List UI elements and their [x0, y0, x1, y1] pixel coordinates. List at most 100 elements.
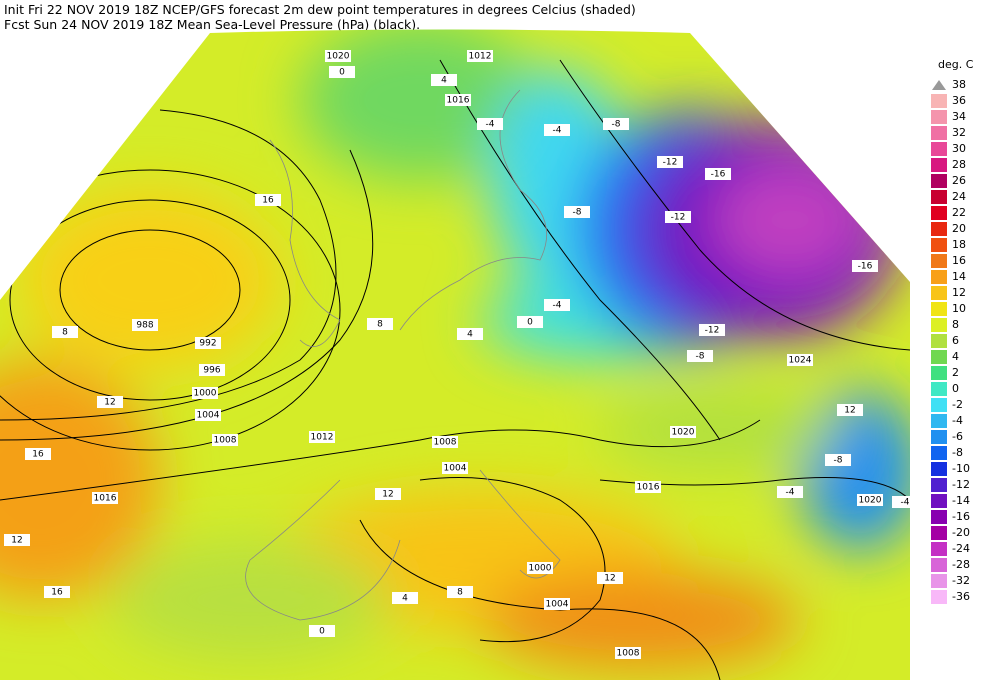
legend-label: -20 — [952, 526, 970, 539]
dewpoint-label: 8 — [62, 328, 68, 338]
dewpoint-label: 12 — [604, 574, 615, 584]
dewpoint-label: -4 — [486, 120, 495, 130]
dewpoint-label-box — [564, 206, 590, 218]
legend-label: -28 — [952, 558, 970, 571]
dewpoint-label-box — [52, 326, 78, 338]
dewpoint-label: -8 — [696, 352, 705, 362]
dewpoint-label: 16 — [32, 450, 44, 460]
dewpoint-label-box — [544, 299, 570, 311]
legend-swatch — [931, 414, 947, 428]
dewpoint-label: 0 — [339, 68, 345, 78]
dewpoint-label: -12 — [663, 158, 678, 168]
legend-label: -32 — [952, 574, 970, 587]
legend-label: 2 — [952, 366, 959, 379]
isobar-label: 1004 — [197, 411, 220, 421]
isobar-label: 1008 — [617, 649, 640, 659]
legend-label: -4 — [952, 414, 963, 427]
isobar-label: 1020 — [859, 496, 882, 506]
legend-label: 6 — [952, 334, 959, 347]
isobar-label-box — [445, 94, 471, 106]
isobar-label: 992 — [199, 339, 216, 349]
isobar-label: 1008 — [434, 438, 457, 448]
legend-swatch — [931, 510, 947, 524]
dewpoint-label-box — [657, 156, 683, 168]
legend-label: 18 — [952, 238, 966, 251]
dewpoint-label: -8 — [834, 456, 843, 466]
dewpoint-label: -12 — [671, 213, 686, 223]
dewpoint-label: 0 — [319, 627, 325, 637]
isobar-label: 988 — [136, 321, 153, 331]
isobar-label-box — [467, 50, 493, 62]
legend-swatch — [931, 574, 947, 588]
isobar-label-box — [857, 494, 883, 506]
dewpoint-label: 16 — [51, 588, 63, 598]
legend-swatch — [931, 238, 947, 252]
dewpoint-label: 4 — [402, 594, 408, 604]
isobar-label-box — [635, 481, 661, 493]
header-line-2: Fcst Sun 24 NOV 2019 18Z Mean Sea-Level … — [4, 17, 420, 32]
legend-swatch — [931, 398, 947, 412]
isobar-label-box — [527, 562, 553, 574]
isobar-label-box — [132, 319, 158, 331]
dewpoint-label-box — [825, 454, 851, 466]
isobar-label: 1020 — [327, 52, 350, 62]
dewpoint-label: 12 — [11, 536, 22, 546]
dewpoint-label: 12 — [382, 490, 393, 500]
legend-swatch — [931, 350, 947, 364]
dewpoint-label-box — [392, 592, 418, 604]
shading — [0, 29, 910, 670]
isobar-label-box — [615, 647, 641, 659]
dewpoint-label-box — [777, 486, 803, 498]
dewpoint-label: 4 — [467, 330, 473, 340]
dewpoint-label-box — [4, 534, 30, 546]
isobar-label-box — [195, 337, 221, 349]
dewpoint-label: -4 — [553, 301, 562, 311]
dewpoint-label: -12 — [705, 326, 720, 336]
isobar-label: 1012 — [469, 52, 492, 62]
legend-label: 24 — [952, 190, 966, 203]
dewpoint-label-box — [597, 572, 623, 584]
legend-swatch — [931, 286, 947, 300]
legend-swatch — [931, 174, 947, 188]
isobar-label: 1004 — [444, 464, 467, 474]
dewpoint-label-box — [97, 396, 123, 408]
legend-swatch — [931, 558, 947, 572]
isobar-label: 996 — [203, 366, 220, 376]
dewpoint-label-box — [367, 318, 393, 330]
legend-label: 12 — [952, 286, 966, 299]
legend-swatch — [931, 590, 947, 604]
dewpoint-label: -16 — [858, 262, 873, 272]
isobar-label: 1016 — [94, 494, 117, 504]
legend-swatch — [931, 270, 947, 284]
legend-swatch — [931, 366, 947, 380]
legend-label: 14 — [952, 270, 966, 283]
dewpoint-label: -4 — [786, 488, 795, 498]
isobar-label-box — [544, 598, 570, 610]
legend-label: -12 — [952, 478, 970, 491]
isobar-label: 1004 — [546, 600, 569, 610]
dewpoint-label: -8 — [612, 120, 621, 130]
isobar-label: 1008 — [214, 436, 237, 446]
dewpoint-label-box — [544, 124, 570, 136]
dewpoint-label-box — [447, 586, 473, 598]
header-line-1: Init Fri 22 NOV 2019 18Z NCEP/GFS foreca… — [4, 2, 636, 17]
dewpoint-label-box — [892, 496, 918, 508]
legend-swatch — [931, 382, 947, 396]
legend-swatch — [931, 446, 947, 460]
legend-label: -6 — [952, 430, 963, 443]
dewpoint-label: 12 — [104, 398, 115, 408]
isobar-label-box — [199, 364, 225, 376]
legend-label: 20 — [952, 222, 966, 235]
isobar-label: 1016 — [447, 96, 470, 106]
isobar-label-box — [670, 426, 696, 438]
dewpoint-label-box — [255, 194, 281, 206]
legend-swatch — [931, 126, 947, 140]
legend-label: -8 — [952, 446, 963, 459]
legend-swatch — [931, 478, 947, 492]
dewpoint-label-box — [375, 488, 401, 500]
dewpoint-label-box — [44, 586, 70, 598]
legend-label: 8 — [952, 318, 959, 331]
dewpoint-label-box — [852, 260, 878, 272]
dewpoint-label-box — [699, 324, 725, 336]
